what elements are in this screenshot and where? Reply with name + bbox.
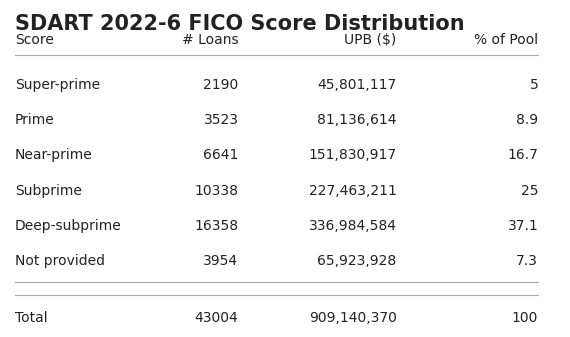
Text: Deep-subprime: Deep-subprime <box>15 219 122 233</box>
Text: Prime: Prime <box>15 113 55 127</box>
Text: % of Pool: % of Pool <box>474 33 538 47</box>
Text: # Loans: # Loans <box>182 33 238 47</box>
Text: 37.1: 37.1 <box>507 219 538 233</box>
Text: SDART 2022-6 FICO Score Distribution: SDART 2022-6 FICO Score Distribution <box>15 14 465 34</box>
Text: 81,136,614: 81,136,614 <box>317 113 397 127</box>
Text: 2190: 2190 <box>203 78 238 92</box>
Text: Not provided: Not provided <box>15 254 105 268</box>
Text: 45,801,117: 45,801,117 <box>317 78 397 92</box>
Text: 16.7: 16.7 <box>507 149 538 162</box>
Text: Total: Total <box>15 311 48 326</box>
Text: 909,140,370: 909,140,370 <box>309 311 397 326</box>
Text: 7.3: 7.3 <box>516 254 538 268</box>
Text: 65,923,928: 65,923,928 <box>317 254 397 268</box>
Text: 336,984,584: 336,984,584 <box>308 219 397 233</box>
Text: Score: Score <box>15 33 54 47</box>
Text: UPB ($): UPB ($) <box>344 33 397 47</box>
Text: 100: 100 <box>512 311 538 326</box>
Text: 5: 5 <box>530 78 538 92</box>
Text: 10338: 10338 <box>194 184 238 197</box>
Text: 43004: 43004 <box>195 311 238 326</box>
Text: 3523: 3523 <box>203 113 238 127</box>
Text: 16358: 16358 <box>194 219 238 233</box>
Text: 151,830,917: 151,830,917 <box>308 149 397 162</box>
Text: 227,463,211: 227,463,211 <box>309 184 397 197</box>
Text: 25: 25 <box>521 184 538 197</box>
Text: Subprime: Subprime <box>15 184 82 197</box>
Text: Near-prime: Near-prime <box>15 149 93 162</box>
Text: 8.9: 8.9 <box>516 113 538 127</box>
Text: 6641: 6641 <box>203 149 238 162</box>
Text: 3954: 3954 <box>203 254 238 268</box>
Text: Super-prime: Super-prime <box>15 78 100 92</box>
